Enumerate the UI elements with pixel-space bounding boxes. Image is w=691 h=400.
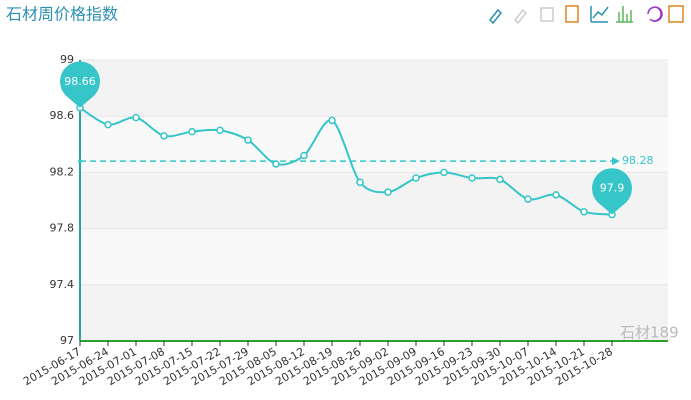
point	[496, 175, 504, 184]
split-area	[80, 116, 668, 173]
average-label: 98.28	[622, 154, 654, 167]
point	[160, 132, 168, 140]
y-tick-label: 99	[60, 53, 74, 66]
y-tick-label: 98.6	[50, 109, 75, 122]
point	[440, 168, 448, 177]
point	[188, 127, 196, 136]
point	[328, 116, 336, 125]
point	[244, 136, 252, 144]
point	[384, 188, 392, 196]
point	[104, 120, 112, 129]
watermark: 石材189	[620, 324, 679, 342]
split-area	[80, 228, 668, 285]
y-tick-label: 97	[60, 334, 74, 347]
toolbox[interactable]	[488, 5, 684, 25]
chart-title: 石材周价格指数	[6, 5, 118, 24]
split-area	[80, 284, 668, 341]
y-tick-label: 97.4	[50, 278, 75, 291]
split-area	[80, 60, 668, 117]
average-start	[78, 159, 82, 164]
y-tick-label: 97.8	[50, 222, 75, 235]
y-tick-label: 98.2	[50, 165, 75, 178]
mark-pin	[592, 168, 632, 215]
point	[132, 113, 140, 122]
point	[216, 126, 224, 134]
point	[580, 207, 588, 216]
split-area	[80, 172, 668, 229]
mark-pin-label: 98.66	[64, 75, 96, 88]
mark-pin-label: 97.9	[600, 182, 625, 195]
point	[356, 178, 364, 186]
mark-pin	[60, 61, 101, 108]
point	[412, 174, 420, 182]
average-arrow	[612, 157, 620, 166]
point	[468, 174, 476, 182]
point	[524, 195, 532, 203]
point	[300, 151, 308, 160]
point	[552, 191, 560, 199]
